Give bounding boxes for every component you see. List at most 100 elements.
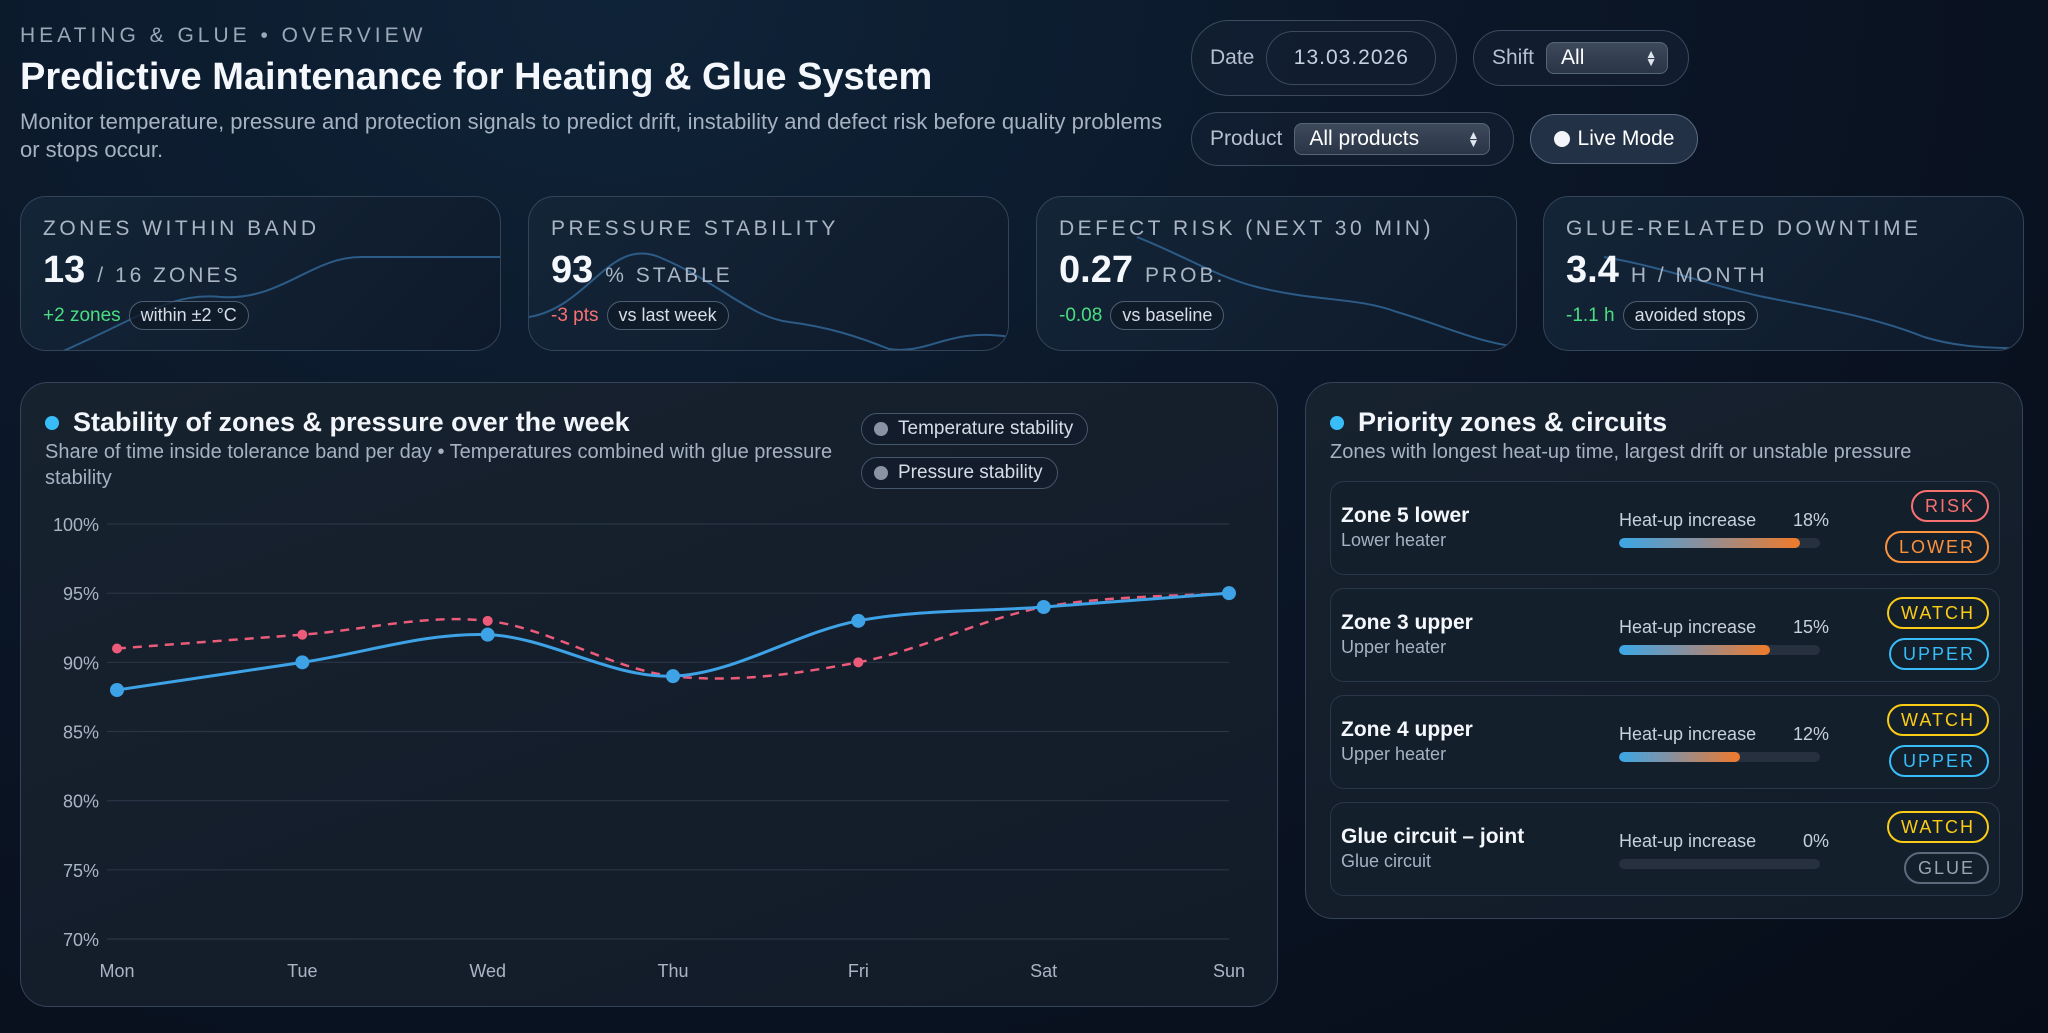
legend-dot-icon bbox=[874, 422, 888, 436]
legend-label: Pressure stability bbox=[898, 462, 1043, 483]
kpi-unit: / 16 ZONES bbox=[97, 264, 241, 287]
legend-pressure[interactable]: Pressure stability bbox=[861, 457, 1058, 489]
product-select[interactable]: All products ▲ ▼ bbox=[1294, 123, 1491, 155]
kpi-unit: H / MONTH bbox=[1630, 264, 1768, 287]
heat-up-percent: 0% bbox=[1802, 831, 1829, 851]
heat-up-bar-fill bbox=[1619, 752, 1740, 762]
live-dot-icon bbox=[1553, 131, 1570, 147]
date-label: Date bbox=[1210, 46, 1255, 69]
shift-select-value: All bbox=[1561, 46, 1585, 69]
temperature-point bbox=[110, 683, 124, 697]
heat-up-label: Heat-up increase bbox=[1619, 724, 1757, 744]
y-tick-label: 80% bbox=[63, 792, 99, 812]
pressure-point bbox=[112, 643, 122, 654]
y-tick-label: 100% bbox=[53, 515, 99, 535]
shift-control: Shift All ▲ ▼ bbox=[1473, 30, 1689, 86]
type-badge: LOWER bbox=[1884, 531, 1989, 563]
live-mode-label: Live Mode bbox=[1577, 127, 1675, 150]
kpi-label: GLUE-RELATED DOWNTIME bbox=[1566, 217, 1922, 240]
sparkline bbox=[1603, 256, 2023, 350]
shift-select[interactable]: All ▲ ▼ bbox=[1546, 42, 1669, 74]
kpi-delta: -0.08 bbox=[1059, 304, 1103, 326]
legend-temperature[interactable]: Temperature stability bbox=[861, 413, 1089, 445]
zone-type: Upper heater bbox=[1341, 637, 1447, 657]
status-badge: WATCH bbox=[1887, 597, 1989, 629]
heat-up-bar bbox=[1619, 752, 1820, 762]
heat-up-bar-fill bbox=[1619, 538, 1800, 548]
kpi-value: 93 bbox=[551, 249, 594, 291]
panel-subtitle: Zones with longest heat-up time, largest… bbox=[1330, 441, 1912, 463]
x-tick-label: Mon bbox=[99, 961, 134, 981]
kpi-delta: -1.1 h bbox=[1566, 304, 1615, 326]
kpi-value: 13 bbox=[43, 249, 86, 291]
kpi-delta: +2 zones bbox=[43, 304, 121, 326]
kpi-card-pressure: PRESSURE STABILITY 93 % STABLE -3 pts vs l… bbox=[528, 196, 1009, 351]
date-control: Date 13.03.2026 bbox=[1191, 20, 1457, 96]
select-arrows-icon: ▲ ▼ bbox=[1645, 47, 1658, 69]
kpi-tag: vs baseline bbox=[1110, 301, 1225, 330]
zone-type: Upper heater bbox=[1341, 744, 1447, 764]
stability-chart: 100% 95% 90% 85% 80% 75% 70%Mon Tue Wed Thu Fri Sat… bbox=[53, 515, 1245, 981]
x-tick-label: Tue bbox=[287, 961, 317, 981]
zone-name: Glue circuit – joint bbox=[1341, 825, 1525, 848]
sparkline bbox=[1136, 236, 1516, 348]
y-tick-label: 90% bbox=[63, 653, 99, 673]
y-tick-label: 70% bbox=[63, 930, 99, 950]
product-control: Product All products ▲ ▼ bbox=[1191, 112, 1514, 166]
type-badge: GLUE bbox=[1903, 852, 1989, 884]
page-subtitle: Monitor temperature, pressure and protec… bbox=[20, 109, 1163, 162]
kpi-label: DEFECT RISK (NEXT 30 MIN) bbox=[1059, 217, 1434, 240]
status-badge: RISK bbox=[1910, 490, 1989, 522]
temperature-point bbox=[851, 613, 866, 628]
pressure-point bbox=[853, 657, 864, 668]
product-label: Product bbox=[1210, 127, 1283, 150]
page-title: Predictive Maintenance for Heating & Glu… bbox=[20, 56, 933, 98]
heat-up-label: Heat-up increase bbox=[1619, 617, 1757, 637]
shift-label: Shift bbox=[1492, 46, 1535, 69]
zone-type: Glue circuit bbox=[1341, 851, 1432, 871]
kpi-label: PRESSURE STABILITY bbox=[551, 217, 839, 240]
zone-type: Lower heater bbox=[1341, 530, 1447, 550]
zone-row[interactable]: Zone 5 lower Lower heater Heat-up increa… bbox=[1330, 481, 2000, 575]
kpi-label: ZONES WITHIN BAND bbox=[43, 217, 320, 240]
stability-chart-panel: 100% 95% 90% 85% 80% 75% 70% Mon Tue Wed Thu Fri Sat… bbox=[20, 382, 1278, 1007]
heat-up-percent: 15% bbox=[1792, 617, 1829, 637]
temperature-point bbox=[480, 627, 495, 642]
legend-label: Temperature stability bbox=[898, 418, 1074, 439]
zone-row[interactable]: Zone 3 upper Upper heater Heat-up increa… bbox=[1330, 588, 2000, 682]
panel-dot-icon bbox=[45, 416, 59, 430]
kpi-value: 3.4 bbox=[1566, 249, 1619, 291]
kpi-card-zones: ZONES WITHIN BAND 13 / 16 ZONES +2 zones w… bbox=[20, 196, 501, 351]
heat-up-label: Heat-up increase bbox=[1619, 831, 1757, 851]
date-picker[interactable]: 13.03.2026 bbox=[1266, 31, 1437, 85]
kpi-tag: vs last week bbox=[606, 301, 729, 330]
panel-title: Stability of zones & pressure over the w… bbox=[73, 407, 630, 437]
kpi-card-defect-risk: DEFECT RISK (NEXT 30 MIN) 0.27 PROB. -0.0… bbox=[1036, 196, 1517, 351]
panel-title: Priority zones & circuits bbox=[1358, 407, 1668, 437]
sparkline bbox=[529, 252, 1008, 350]
pressure-point bbox=[297, 629, 308, 640]
x-tick-label: Fri bbox=[848, 961, 869, 981]
heat-up-bar-fill bbox=[1619, 645, 1770, 655]
zone-name: Zone 3 upper bbox=[1341, 611, 1473, 634]
zone-row[interactable]: Zone 4 upper Upper heater Heat-up increa… bbox=[1330, 695, 2000, 789]
x-tick-label: Sun bbox=[1213, 961, 1245, 981]
select-arrows-icon: ▲ ▼ bbox=[1467, 128, 1480, 150]
priority-zones-panel: Priority zones & circuits Zones with lon… bbox=[1305, 382, 2023, 919]
panel-subtitle: Share of time inside tolerance band per … bbox=[45, 441, 833, 489]
heat-up-bar bbox=[1619, 538, 1820, 548]
type-badge: UPPER bbox=[1888, 745, 1989, 777]
pressure-point bbox=[482, 615, 493, 626]
kpi-unit: PROB. bbox=[1144, 264, 1226, 287]
heat-up-bar bbox=[1619, 645, 1820, 655]
heat-up-label: Heat-up increase bbox=[1619, 510, 1757, 530]
x-tick-label: Sat bbox=[1030, 961, 1057, 981]
zone-row[interactable]: Glue circuit – joint Glue circuit Heat-u… bbox=[1330, 802, 2000, 896]
temperature-point bbox=[1036, 600, 1051, 614]
header-eyebrow: HEATING & GLUE • OVERVIEW bbox=[20, 24, 427, 47]
kpi-delta: -3 pts bbox=[551, 304, 599, 326]
live-mode-button[interactable]: Live Mode bbox=[1530, 114, 1698, 164]
y-tick-label: 85% bbox=[63, 723, 99, 743]
x-tick-label: Thu bbox=[657, 961, 688, 981]
type-badge: UPPER bbox=[1888, 638, 1989, 670]
